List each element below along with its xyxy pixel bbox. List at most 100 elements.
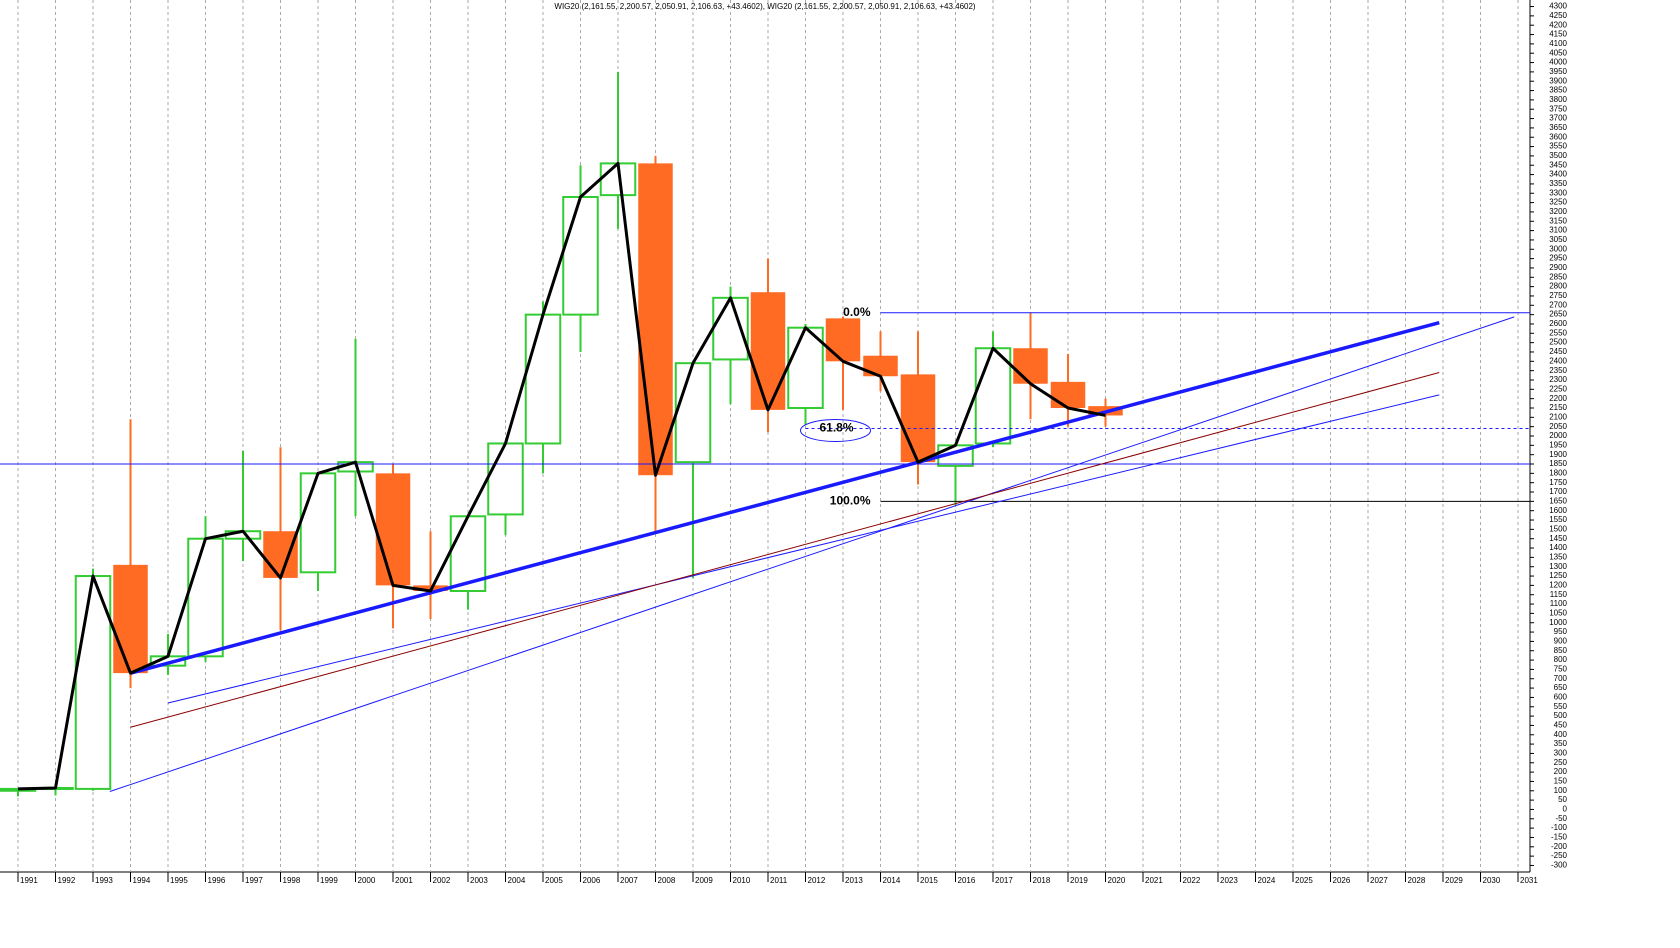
y-tick-label: 1700 <box>1549 487 1567 496</box>
y-tick-label: 950 <box>1554 627 1568 636</box>
x-tick-label: 1993 <box>95 876 113 885</box>
x-tick-label: 2027 <box>1370 876 1388 885</box>
candle-body <box>74 575 112 790</box>
level-circle <box>800 419 871 443</box>
y-tick-label: 3100 <box>1549 226 1567 235</box>
x-tick-label: 2000 <box>358 876 376 885</box>
x-tick-label: 2020 <box>1108 876 1126 885</box>
y-tick-label: 4300 <box>1549 2 1567 11</box>
trend-line <box>109 316 1515 792</box>
x-tick-label: 1997 <box>245 876 263 885</box>
y-tick-label: 800 <box>1554 655 1568 664</box>
y-tick-label: 3950 <box>1549 67 1567 76</box>
x-tick-label: 2004 <box>508 876 526 885</box>
y-tick-label: 1750 <box>1549 478 1567 487</box>
y-tick-label: 1800 <box>1549 468 1567 477</box>
y-tick-label: 2400 <box>1549 356 1567 365</box>
y-tick-label: 1350 <box>1549 552 1567 561</box>
y-tick-label: 550 <box>1554 702 1568 711</box>
candle-body <box>187 537 224 658</box>
y-tick-label: 1100 <box>1550 599 1568 608</box>
y-tick-label: 4050 <box>1549 48 1567 57</box>
candle-body <box>562 195 599 316</box>
y-tick-label: 0 <box>1563 805 1568 814</box>
y-tick-label: 2750 <box>1549 291 1567 300</box>
x-tick-label: 1998 <box>283 876 301 885</box>
y-tick-label: 3750 <box>1549 104 1567 113</box>
candle-body <box>299 472 337 574</box>
y-tick-label: 2800 <box>1549 282 1567 291</box>
y-tick-label: 3850 <box>1549 86 1567 95</box>
x-tick-label: 2021 <box>1145 876 1163 885</box>
x-tick-label: 2030 <box>1483 876 1501 885</box>
y-tick-label: 3050 <box>1549 235 1567 244</box>
level-label: 61.8% <box>819 421 853 435</box>
y-tick-label: -300 <box>1551 861 1568 870</box>
y-tick-label: 1650 <box>1549 496 1567 505</box>
y-tick-label: 4250 <box>1549 11 1567 20</box>
y-tick-label: 2150 <box>1549 403 1567 412</box>
candle-body <box>487 442 524 516</box>
x-tick-label: 1999 <box>320 876 338 885</box>
y-tick-label: 3000 <box>1549 244 1567 253</box>
y-tick-label: 1450 <box>1549 534 1567 543</box>
y-tick-label: 250 <box>1554 758 1568 767</box>
y-tick-label: 2850 <box>1549 272 1567 281</box>
y-tick-label: 750 <box>1554 665 1568 674</box>
trend-line <box>130 320 1440 675</box>
y-tick-label: 150 <box>1554 777 1568 786</box>
y-tick-label: 3700 <box>1549 114 1567 123</box>
y-tick-label: 1600 <box>1549 506 1567 515</box>
y-tick-label: 2000 <box>1549 431 1567 440</box>
y-tick-label: 1050 <box>1549 608 1567 617</box>
y-tick-label: 2100 <box>1549 412 1567 421</box>
y-tick-label: 2250 <box>1549 384 1567 393</box>
x-tick-label: 2016 <box>958 876 976 885</box>
candle-body <box>638 163 673 476</box>
y-tick-label: 3200 <box>1549 207 1567 216</box>
y-tick-label: 3400 <box>1549 170 1567 179</box>
y-tick-label: 1300 <box>1549 562 1567 571</box>
x-tick-label: 2023 <box>1220 876 1238 885</box>
y-tick-label: 1250 <box>1549 571 1567 580</box>
x-tick-label: 1995 <box>170 876 188 885</box>
trend-line <box>130 372 1440 728</box>
x-tick-label: 2017 <box>995 876 1013 885</box>
x-tick-label: 2029 <box>1445 876 1463 885</box>
x-tick-label: 2008 <box>658 876 676 885</box>
candle-body <box>1050 381 1086 408</box>
x-tick-label: 2012 <box>808 876 826 885</box>
x-tick-label: 2011 <box>770 876 788 885</box>
y-tick-label: 2350 <box>1549 366 1567 375</box>
trend-line <box>167 394 1440 704</box>
y-tick-label: 2200 <box>1549 394 1567 403</box>
candle-body <box>750 292 786 410</box>
y-tick-label: 1550 <box>1549 515 1567 524</box>
x-tick-label: 2019 <box>1070 876 1088 885</box>
chart-title: WIG20 (2,161.55, 2,200.57, 2,050.91, 2,1… <box>554 2 976 11</box>
y-tick-label: 1500 <box>1549 524 1567 533</box>
y-tick-label: 1900 <box>1549 450 1567 459</box>
candle-body <box>263 531 298 578</box>
x-tick-label: 2009 <box>695 876 713 885</box>
y-tick-label: 1000 <box>1549 618 1567 627</box>
level-label: 0.0% <box>843 305 871 319</box>
y-tick-label: -50 <box>1555 814 1567 823</box>
y-tick-label: 3500 <box>1549 151 1567 160</box>
y-tick-label: 850 <box>1554 646 1568 655</box>
y-tick-label: 2900 <box>1549 263 1567 272</box>
candle-body <box>674 362 712 464</box>
x-tick-label: 2031 <box>1520 876 1538 885</box>
x-tick-label: 2005 <box>545 876 563 885</box>
x-tick-label: 2002 <box>433 876 451 885</box>
x-tick-label: 2026 <box>1333 876 1351 885</box>
y-tick-label: -250 <box>1551 851 1568 860</box>
y-tick-label: 650 <box>1554 683 1568 692</box>
x-tick-label: 2013 <box>845 876 863 885</box>
y-tick-label: 300 <box>1554 749 1568 758</box>
y-tick-label: 2050 <box>1549 422 1567 431</box>
x-tick-label: 1996 <box>208 876 226 885</box>
y-tick-label: 3300 <box>1549 188 1567 197</box>
